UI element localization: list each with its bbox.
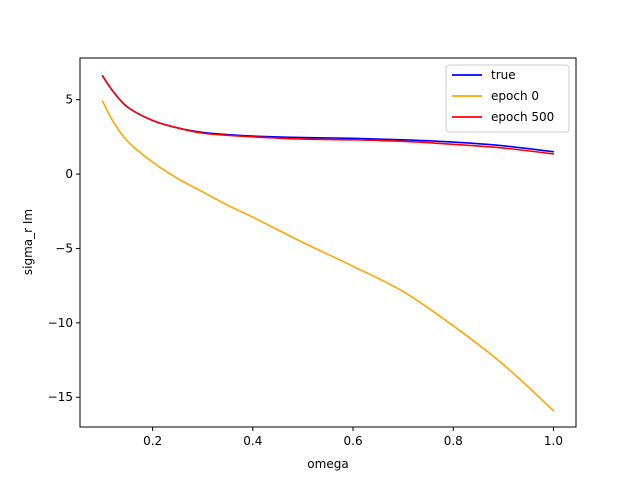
y-tick-label: 5 bbox=[65, 93, 73, 107]
x-tick-label: 0.2 bbox=[143, 434, 162, 448]
x-tick-label: 0.4 bbox=[243, 434, 262, 448]
y-axis-label: sigma_r Im bbox=[21, 209, 35, 275]
x-axis-label: omega bbox=[307, 457, 348, 471]
axes-frame bbox=[79, 57, 577, 428]
y-tick-label: −5 bbox=[55, 241, 73, 255]
y-axis-ticks: 5 0 −5 −10 −15 bbox=[48, 93, 80, 404]
legend: true epoch 0 epoch 500 bbox=[445, 64, 570, 133]
x-axis-ticks: 0.2 0.4 0.6 0.8 1.0 bbox=[143, 427, 563, 448]
legend-box bbox=[445, 64, 570, 133]
x-tick-label: 1.0 bbox=[544, 434, 563, 448]
legend-label-epoch-0: epoch 0 bbox=[491, 89, 539, 103]
legend-label-epoch-500: epoch 500 bbox=[491, 110, 554, 124]
y-tick-label: −15 bbox=[48, 390, 73, 404]
series-line-epoch-0 bbox=[101, 100, 555, 412]
x-tick-label: 0.8 bbox=[444, 434, 463, 448]
x-tick-label: 0.6 bbox=[344, 434, 363, 448]
plot-lines bbox=[101, 75, 555, 412]
series-line-epoch-500 bbox=[101, 75, 555, 155]
legend-label-true: true bbox=[491, 68, 516, 82]
y-tick-label: 0 bbox=[65, 167, 73, 181]
y-tick-label: −10 bbox=[48, 316, 73, 330]
